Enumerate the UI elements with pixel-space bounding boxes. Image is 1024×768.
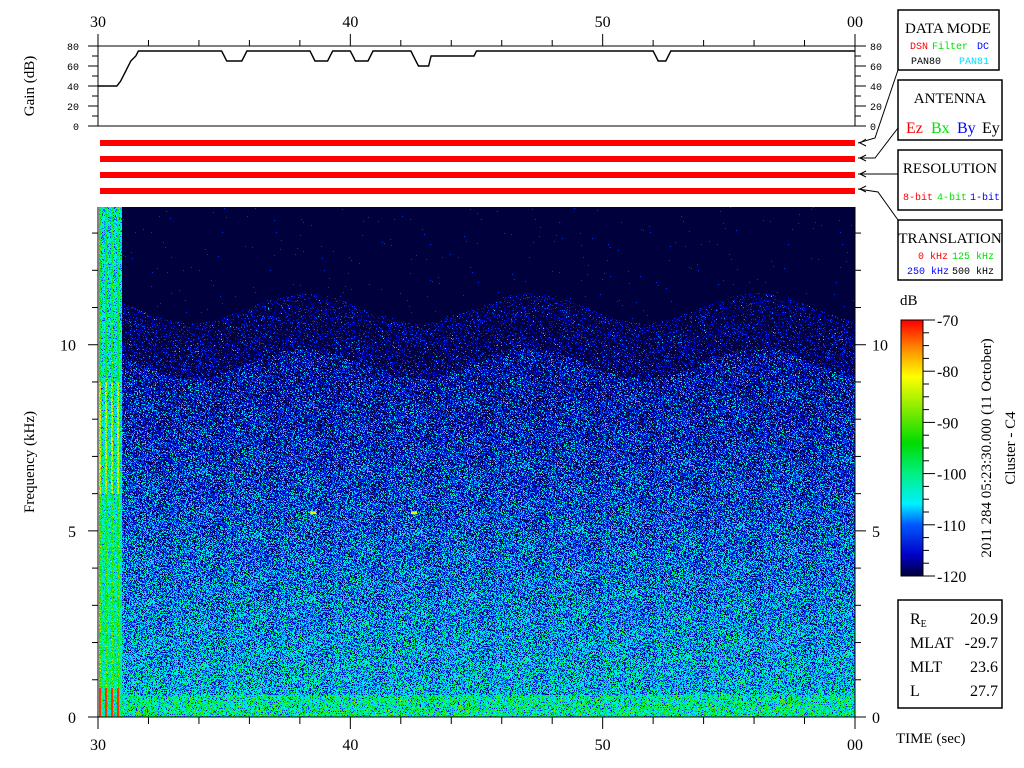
gain-tick-label: 40: [67, 83, 79, 94]
status-bars: [100, 140, 855, 194]
legend-filter: Filter: [932, 41, 968, 53]
time-tick-label: 50: [595, 737, 611, 754]
position-label: MLT: [910, 659, 943, 676]
position-value: 20.9: [970, 611, 998, 628]
position-value: 23.6: [970, 659, 998, 676]
legend-title: ANTENNA: [914, 91, 987, 107]
time-tick-label: 00: [847, 737, 863, 754]
legend-pan81: PAN81: [959, 57, 989, 68]
freq-tick-label: 0: [872, 710, 880, 727]
time-tick-label: 30: [90, 737, 106, 754]
gain-panel: 0 0 20 20 40 40 60 60 80 80 Gain (dB): [22, 34, 882, 134]
time-tick-label: 40: [342, 737, 358, 754]
gain-tick-label: 0: [73, 123, 79, 134]
status-bar: [100, 172, 855, 178]
position-label: MLAT: [910, 635, 954, 652]
freq-tick-label: 5: [872, 524, 880, 541]
top-time-tick-label: 50: [595, 14, 611, 31]
colorbar-tick-label: -80: [937, 364, 958, 381]
legend-dc: DC: [977, 42, 989, 53]
data-mode-legend: DATA MODE DSN Filter DC PAN80 PAN81: [897, 9, 1000, 71]
position-info-box: RE 20.9 MLAT -29.7 MLT 23.6 L 27.7: [897, 599, 1003, 709]
position-value: -29.7: [965, 635, 998, 652]
gain-tick-label: 40: [870, 83, 882, 94]
resolution-legend: RESOLUTION 8-bit 4-bit 1-bit: [897, 149, 1003, 211]
colorbar: [901, 320, 923, 576]
time-axis-label: TIME (sec): [896, 731, 966, 747]
spacecraft-label: Cluster - C4: [1003, 411, 1019, 485]
freq-tick-label: 10: [60, 338, 76, 355]
gain-tick-label: 60: [870, 63, 882, 74]
gain-tick-label: 60: [67, 63, 79, 74]
gain-tick-label: 20: [870, 103, 882, 114]
top-time-tick-label: 00: [847, 14, 863, 31]
top-time-tick-label: 30: [90, 14, 106, 31]
colorbar-tick-label: -70: [937, 313, 958, 330]
antenna-legend: ANTENNA Ez Bx By Ey: [897, 79, 1003, 141]
position-label: L: [910, 683, 920, 700]
status-bar: [100, 188, 855, 194]
connector-lines: [857, 69, 899, 221]
gain-tick-label: 0: [870, 123, 876, 134]
status-bar: [100, 156, 855, 162]
colorbar-tick-label: -100: [937, 467, 966, 484]
colorbar-tick-label: -90: [937, 415, 958, 432]
colorbar-unit-label: dB: [900, 293, 918, 309]
frequency-axis-label: Frequency (kHz): [22, 411, 38, 513]
legend-title: TRANSLATION: [898, 231, 1001, 247]
colorbar-tick-label: -110: [937, 518, 966, 535]
spectrogram-axes: 30 40 50 000 05 510 10 Frequency (kHz) TIME (s…: [22, 207, 966, 754]
gain-line: [98, 50, 855, 87]
gain-axis-label: Gain (dB): [22, 56, 38, 116]
date-title: 2011 284 05:23:30.000 (11 October): [979, 338, 995, 557]
legend-pan80: PAN80: [911, 57, 941, 68]
legend-dsn: DSN: [910, 42, 928, 53]
status-bar: [100, 140, 855, 146]
legend-title: RESOLUTION: [903, 161, 997, 177]
freq-tick-label: 5: [68, 524, 76, 541]
spectrogram-heatmap: [99, 207, 855, 717]
top-time-tick-label: 40: [342, 14, 358, 31]
translation-legend: TRANSLATION 0 kHz 125 kHz 250 kHz 500 kHz: [897, 219, 1003, 281]
colorbar-tick-label: -120: [937, 569, 966, 586]
legend-title: DATA MODE: [905, 21, 991, 37]
gain-tick-label: 80: [870, 43, 882, 54]
colorbar-axis: dB -70 -80 -90 -100 -110 -120 2011 284 05:23:…: [900, 293, 1019, 586]
freq-tick-label: 10: [872, 338, 888, 355]
gain-tick-label: 80: [67, 43, 79, 54]
gain-tick-label: 20: [67, 103, 79, 114]
position-label: RE: [910, 611, 927, 630]
freq-tick-label: 0: [68, 710, 76, 727]
top-time-axis: 30 40 50 00: [90, 14, 863, 31]
position-value: 27.7: [970, 683, 998, 700]
